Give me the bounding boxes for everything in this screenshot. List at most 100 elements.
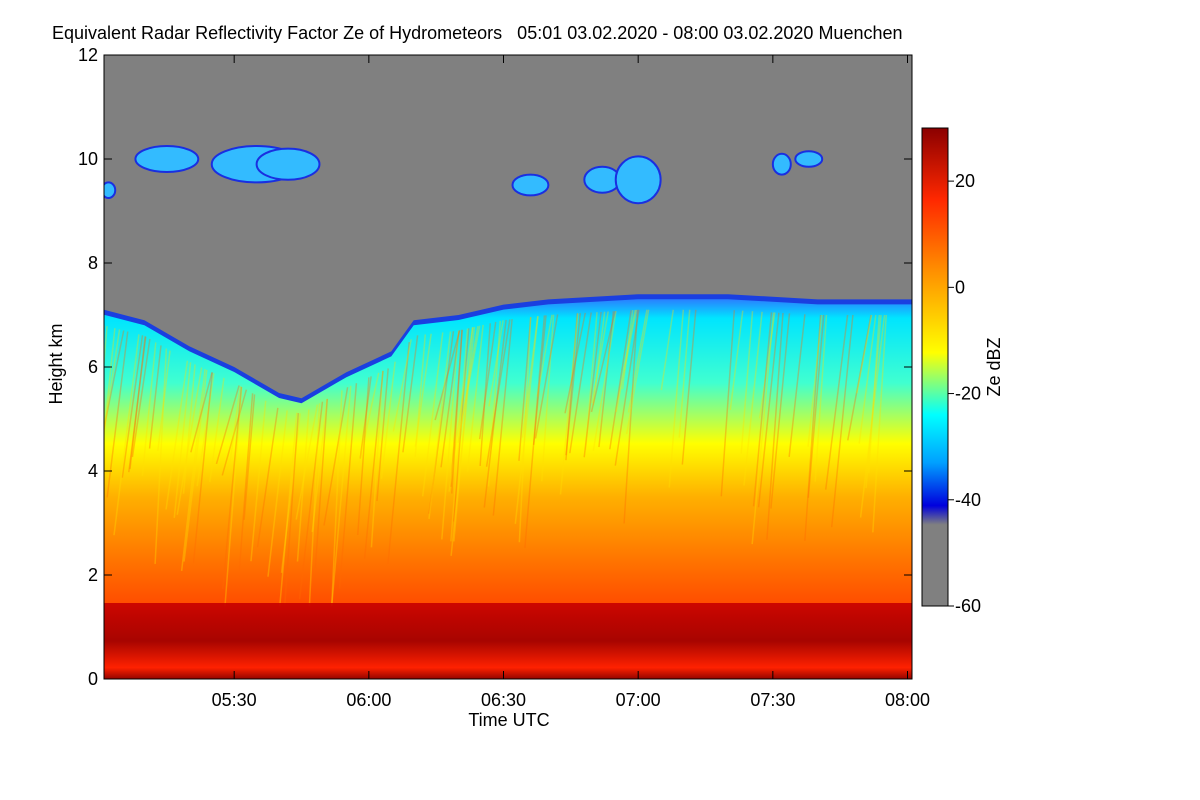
y-tick-label: 6	[88, 357, 98, 377]
fall-streak	[104, 325, 105, 334]
precipitation-field	[104, 294, 912, 679]
fall-streak	[740, 311, 754, 454]
fall-streak	[451, 329, 463, 494]
fall-streak	[280, 413, 301, 573]
fall-streak	[129, 336, 146, 470]
fall-streak	[387, 341, 410, 565]
fall-streak	[609, 310, 632, 450]
cirrus-patch	[771, 152, 792, 176]
fall-streak	[104, 329, 121, 437]
fall-streak	[221, 389, 248, 476]
fall-streak	[625, 309, 650, 435]
fall-streak	[222, 386, 243, 590]
fall-streak	[183, 369, 208, 562]
fall-streak	[678, 309, 691, 438]
fall-streak	[788, 314, 806, 457]
fall-streak	[148, 345, 162, 449]
y-tick-label: 2	[88, 565, 98, 585]
fall-streak	[448, 327, 474, 492]
fall-streak	[180, 369, 206, 571]
fall-streak	[483, 319, 507, 508]
fall-streak	[564, 312, 587, 414]
fall-streak	[190, 372, 213, 453]
fall-streak	[466, 324, 484, 472]
fall-streak	[209, 377, 225, 483]
fall-streak	[428, 331, 452, 519]
fall-streak	[865, 314, 882, 489]
fall-streak	[376, 368, 389, 502]
fall-streak	[592, 311, 606, 406]
fall-streak	[215, 385, 240, 465]
y-tick-label: 0	[88, 669, 98, 689]
plot-area	[104, 55, 912, 679]
fall-streak	[243, 394, 256, 520]
fall-streak	[621, 310, 634, 390]
fall-streak	[314, 398, 329, 569]
fall-streak	[681, 309, 697, 465]
fall-streak	[459, 326, 479, 429]
fall-streak	[323, 387, 349, 526]
melting-layer-bright-band	[104, 603, 912, 679]
fall-streak	[830, 314, 854, 528]
fall-streak	[668, 309, 685, 488]
fall-streak	[540, 314, 555, 482]
fall-streak	[173, 362, 192, 518]
fall-streak	[402, 335, 419, 453]
fall-streak	[487, 320, 502, 487]
fall-streak	[392, 339, 412, 432]
x-axis: 05:30 06:00 06:30 07:00 07:30 08:00	[212, 55, 930, 710]
colorbar-tick-label: -40	[955, 490, 981, 510]
fall-streak	[615, 309, 638, 413]
fall-streak	[453, 327, 474, 542]
fall-streak	[311, 398, 328, 533]
fall-streak	[856, 314, 873, 394]
fall-streak	[485, 319, 511, 467]
fall-streak	[428, 331, 455, 514]
fall-streak	[770, 313, 791, 509]
fall-streak	[591, 311, 609, 404]
fall-streak	[590, 310, 616, 413]
fall-streak	[165, 360, 189, 510]
fall-streak	[757, 312, 780, 508]
fall-streak	[824, 314, 849, 490]
y-tick-label: 12	[78, 45, 98, 65]
y-axis-label: Height km	[46, 323, 66, 404]
fall-streak	[154, 348, 168, 564]
fall-streak	[559, 313, 579, 495]
fall-streak	[729, 310, 744, 411]
fall-streak	[157, 350, 171, 452]
fall-streak	[565, 313, 579, 461]
colorbar-tick-label: -60	[955, 596, 981, 616]
fall-streak	[752, 312, 773, 507]
fall-streak	[450, 329, 463, 487]
fall-streak	[279, 412, 298, 607]
fall-streak	[196, 373, 215, 487]
fall-streak	[356, 377, 370, 536]
chart-title: Equivalent Radar Reflectivity Factor Ze …	[52, 23, 903, 43]
cirrus-layer	[104, 145, 824, 205]
fall-streak	[296, 409, 310, 562]
fall-streak	[106, 331, 129, 498]
fall-streak	[434, 330, 461, 421]
x-tick-label: 07:30	[750, 690, 795, 710]
fall-streak	[488, 320, 504, 407]
fall-streak	[859, 314, 886, 518]
fall-streak	[283, 413, 300, 607]
fall-streak	[441, 330, 460, 540]
fall-streak	[141, 342, 157, 476]
fall-streak	[256, 407, 279, 548]
fall-streak	[518, 316, 532, 461]
fall-streak	[492, 319, 513, 516]
y-tick-label: 10	[78, 149, 98, 169]
fall-streak	[804, 314, 822, 541]
fall-streak	[228, 386, 242, 471]
fall-streak	[814, 314, 828, 482]
fall-streak	[104, 330, 125, 432]
fall-streak	[295, 404, 319, 520]
fall-streak	[363, 370, 384, 559]
fall-streak	[569, 312, 592, 454]
fall-streak	[479, 323, 492, 467]
colorbar	[921, 127, 949, 607]
fall-streak	[452, 328, 470, 522]
